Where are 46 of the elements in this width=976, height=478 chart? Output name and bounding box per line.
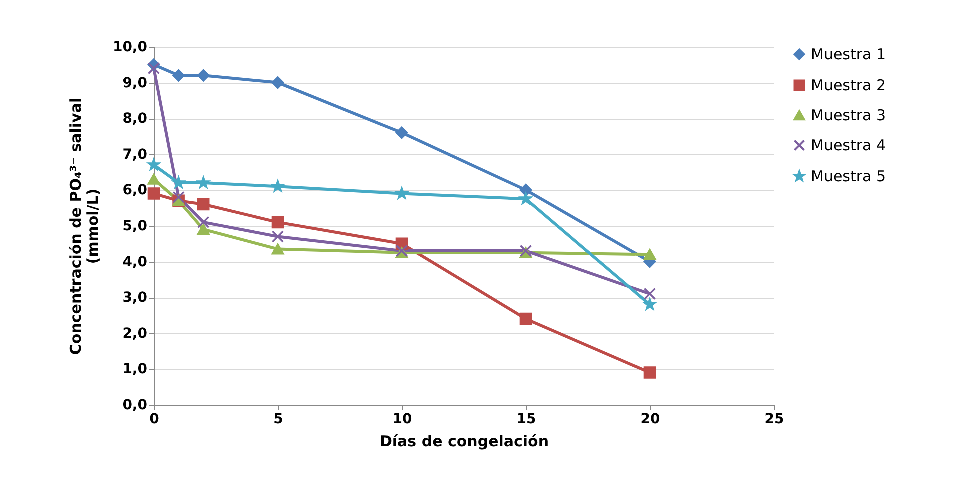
- point: [197, 224, 210, 236]
- point: [644, 366, 656, 379]
- y-tick-label: 5,0: [122, 218, 148, 234]
- point: [172, 176, 185, 188]
- legend-label: Muestra 4: [811, 136, 886, 154]
- y-tick-label: 7,0: [122, 146, 148, 163]
- point: [272, 180, 284, 192]
- point: [396, 126, 408, 140]
- point: [148, 188, 160, 200]
- legend-label: Muestra 1: [811, 46, 886, 64]
- y-tick-label: 3,0: [122, 290, 148, 306]
- point: [148, 158, 160, 170]
- x-tick-label: 10: [392, 412, 412, 428]
- legend-label: Muestra 5: [811, 168, 886, 186]
- point: [272, 230, 284, 243]
- y-tick-label: 10,0: [112, 40, 148, 56]
- x-tick-label: 25: [764, 412, 784, 428]
- x-tick-label: 20: [640, 412, 660, 428]
- x-tick-label: 0: [150, 412, 160, 428]
- point: [272, 76, 284, 89]
- y-tick-label: 6,0: [122, 182, 148, 199]
- legend-label: Muestra 3: [811, 106, 886, 124]
- x-tick-label: 15: [516, 412, 536, 428]
- y-tick-label: 2,0: [122, 326, 148, 342]
- point: [172, 69, 185, 82]
- point: [272, 244, 284, 255]
- point: [520, 312, 532, 326]
- x-tick-label: 5: [274, 412, 284, 428]
- point: [520, 193, 532, 204]
- point: [272, 216, 284, 229]
- point: [172, 191, 185, 204]
- point: [148, 62, 160, 75]
- y-tick-label: 9,0: [122, 75, 148, 92]
- point: [197, 69, 210, 82]
- y-axis-title: Concentración de PO₄³⁻ salival (mmol/L): [66, 98, 102, 356]
- point: [148, 174, 160, 185]
- point: [197, 198, 210, 211]
- x-axis-title: Días de congelación: [380, 432, 550, 450]
- y-tick-label: 1,0: [122, 362, 148, 378]
- y-tick-label: 4,0: [122, 254, 148, 270]
- point: [644, 249, 656, 260]
- point: [644, 288, 656, 300]
- point: [197, 216, 210, 229]
- y-tick-label: 0,0: [122, 398, 148, 414]
- y-tick-label: 8,0: [122, 111, 148, 128]
- legend-label: Muestra 2: [811, 76, 886, 94]
